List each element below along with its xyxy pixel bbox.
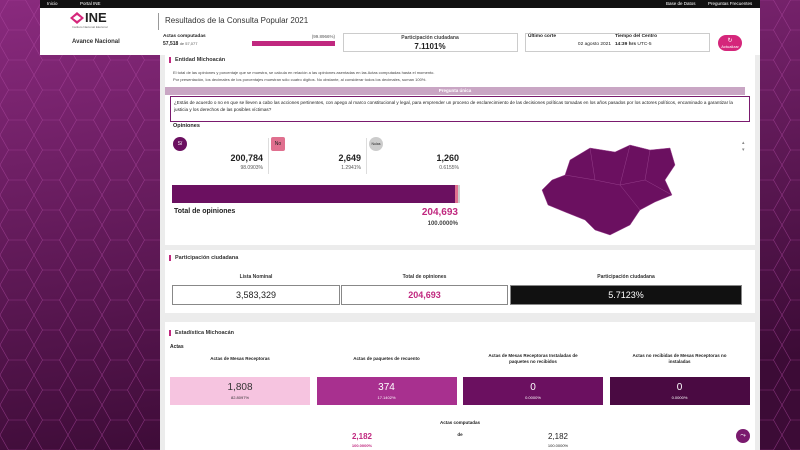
stat-box: 1,808 82.8097%: [170, 377, 310, 405]
nav-link[interactable]: Base de Datos: [666, 1, 696, 6]
logo: INE: [85, 10, 107, 25]
computed-percent: 100.0000%: [351, 443, 373, 448]
option-percent: 98.0903%: [240, 165, 263, 171]
progress-fill: [252, 41, 335, 46]
stat-percent: 0.0000%: [525, 395, 541, 400]
bar-segment: [172, 185, 455, 203]
card-title: Entidad Michoacán: [169, 57, 225, 63]
option-value: 1,260: [436, 153, 459, 163]
option-badge: No: [271, 137, 285, 151]
logo-subtitle: Instituto Nacional Electoral: [72, 25, 108, 29]
top-bar: [40, 0, 760, 8]
nav-link[interactable]: Inicio: [47, 1, 58, 6]
divider: [158, 13, 159, 30]
stat-label: Actas de Mesas Receptoras Instaladas de …: [488, 353, 578, 364]
opinions-label: Opiniones: [173, 123, 200, 129]
nav-link[interactable]: Preguntas Frecuentes: [708, 1, 753, 6]
stat-value: 1,808: [227, 382, 253, 393]
header: [40, 8, 760, 55]
participation-value: 204,693: [408, 290, 441, 300]
stat-percent: 82.8097%: [230, 395, 249, 400]
refresh-button[interactable]: ↻ Actualizar: [718, 35, 742, 51]
share-button[interactable]: ⤳: [736, 429, 750, 443]
option-value: 200,784: [230, 153, 263, 163]
actas-total: de 57,077: [179, 41, 198, 46]
progress-track: [252, 41, 335, 46]
participation-value: 7.1101%: [414, 42, 446, 51]
nav-link[interactable]: Portal INE: [80, 1, 101, 6]
scroll-arrows[interactable]: ▴ ▾: [742, 140, 745, 153]
refresh-label: Actualizar: [721, 44, 739, 49]
stat-box: 374 17.1402%: [316, 377, 457, 405]
computed-value: 2,182: [547, 432, 569, 441]
participation-label: Total de opiniones: [402, 274, 447, 280]
computed-percent: 100.0000%: [547, 443, 569, 448]
stat-label: Actas de Mesas Receptoras: [210, 356, 270, 361]
stat-value: 374: [378, 382, 395, 393]
sidebar-title: Avance Nacional: [72, 39, 120, 45]
share-label: Compartir: [734, 444, 752, 449]
option-badge: Sí: [173, 137, 187, 151]
page-title: Resultados de la Consulta Popular 2021: [165, 16, 309, 25]
bar-segment: [454, 185, 459, 203]
participation-label: Participación ciudadana: [401, 35, 459, 41]
option-badge: Nulas: [369, 137, 383, 151]
stat-percent: 17.1402%: [377, 395, 396, 400]
card-title: Participación ciudadana: [169, 255, 238, 261]
card-title: Estadística Michoacán: [169, 330, 234, 336]
participation-box: 204,693: [341, 285, 508, 305]
total-value: 204,693: [421, 207, 458, 218]
section-label: Actas: [170, 344, 184, 350]
cut-date: 02 agosto 2021: [577, 42, 611, 47]
total-percent: 100.0000%: [427, 221, 458, 227]
note: El total de las opiniones y porcentaje q…: [173, 70, 435, 75]
option-percent: 0.6155%: [439, 165, 459, 171]
question-banner: Pregunta única: [165, 87, 745, 95]
participation-label: Lista Nominal: [239, 274, 273, 280]
time-zone: UTC-5: [637, 42, 652, 47]
state-map: [541, 144, 676, 236]
stat-label: Actas de paquetes de recuento: [353, 356, 420, 361]
logo-icon: [70, 12, 84, 24]
note: Por presentación, los decimales de los p…: [173, 77, 427, 82]
stat-percent: 0.0000%: [671, 395, 688, 400]
computed-value: 2,182: [351, 432, 373, 441]
divider: [366, 138, 367, 174]
stats-card: Estadística Michoacán Actas Actas comput…: [165, 322, 755, 450]
stat-value: 0: [530, 382, 536, 393]
participation-card: Participación ciudadana Lista Nominal 3,5…: [165, 250, 755, 313]
stat-box: 0 0.0000%: [609, 377, 750, 405]
computed-of: de: [457, 432, 463, 437]
entity-card: Entidad Michoacán El total de las opinio…: [165, 55, 755, 245]
time-value: 14:39 hrs: [615, 42, 637, 47]
stat-label: Actas no recibidas de Mesas Receptoras n…: [632, 353, 727, 364]
actas-percent: (99.8966%): [311, 34, 335, 39]
participation-value: 5.7123%: [608, 290, 644, 300]
participation-box: 3,583,329: [172, 285, 340, 305]
option-value: 2,649: [338, 153, 361, 163]
divider: [268, 138, 269, 174]
stat-value: 0: [676, 382, 683, 393]
bar-segment: [458, 185, 460, 203]
opinion-bar: [172, 185, 460, 203]
question-text: ¿Estás de acuerdo o no en que se lleven …: [170, 96, 750, 122]
actas-label: Actas computadas: [163, 34, 206, 39]
participation-label: Participación ciudadana: [597, 274, 655, 280]
cut-box: [525, 33, 710, 52]
total-label: Total de opiniones: [174, 208, 236, 215]
participation-value: 3,583,329: [235, 290, 277, 300]
stat-box: 0 0.0000%: [463, 377, 603, 405]
option-percent: 1.2941%: [341, 165, 361, 171]
participation-box: [343, 33, 518, 52]
computed-label: Actas computadas: [439, 420, 481, 425]
time-label: Tiempo del Centro: [615, 34, 658, 39]
participation-box: 5.7123%: [510, 285, 742, 305]
actas-count: 57,518: [163, 41, 179, 47]
cut-label: Último corte: [528, 34, 556, 39]
